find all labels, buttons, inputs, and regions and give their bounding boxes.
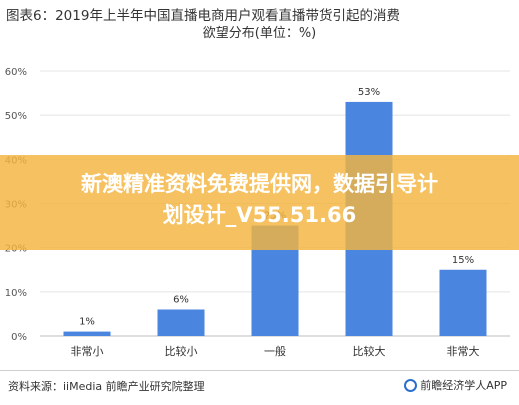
data-label: 53% <box>358 87 380 98</box>
y-tick-label: 0% <box>11 332 27 343</box>
x-tick-label: 比较小 <box>165 344 198 358</box>
y-tick-label: 50% <box>5 111 27 122</box>
bar <box>157 309 205 336</box>
data-label: 6% <box>173 295 189 306</box>
chart-title-line2: 欲望分布(单位：%) <box>202 26 317 41</box>
source-note: 资料来源：iiMedia 前瞻产业研究院整理 <box>8 380 205 393</box>
x-tick-label: 非常大 <box>447 344 480 358</box>
data-label: 15% <box>452 255 474 266</box>
banner-line2: 划设计_V55.51.66 <box>162 203 357 227</box>
chart-title-line1: 图表6：2019年上半年中国直播电商用户观看直播带货引起的消费 <box>6 8 400 24</box>
data-label: 1% <box>79 317 95 328</box>
brand: 前瞻经济学人APP <box>404 377 507 393</box>
x-tick-label: 一般 <box>264 345 286 358</box>
banner-line1: 新澳精准资料免费提供网，数据引导计 <box>81 172 438 196</box>
chart-title: 图表6：2019年上半年中国直播电商用户观看直播带货引起的消费 欲望分布(单位：… <box>6 7 513 43</box>
brand-name: 前瞻经济学人APP <box>420 379 507 392</box>
x-tick-label: 比较大 <box>353 344 386 358</box>
x-tick-label: 非常小 <box>71 345 104 358</box>
bar <box>63 331 111 336</box>
bar <box>439 269 487 336</box>
brand-logo-icon <box>404 378 418 392</box>
y-tick-label: 60% <box>5 67 27 78</box>
overlay-banner: 新澳精准资料免费提供网，数据引导计 划设计_V55.51.66 <box>0 155 519 250</box>
footer: 资料来源：iiMedia 前瞻产业研究院整理 前瞻经济学人APP <box>0 370 519 405</box>
y-tick-label: 10% <box>5 288 27 299</box>
